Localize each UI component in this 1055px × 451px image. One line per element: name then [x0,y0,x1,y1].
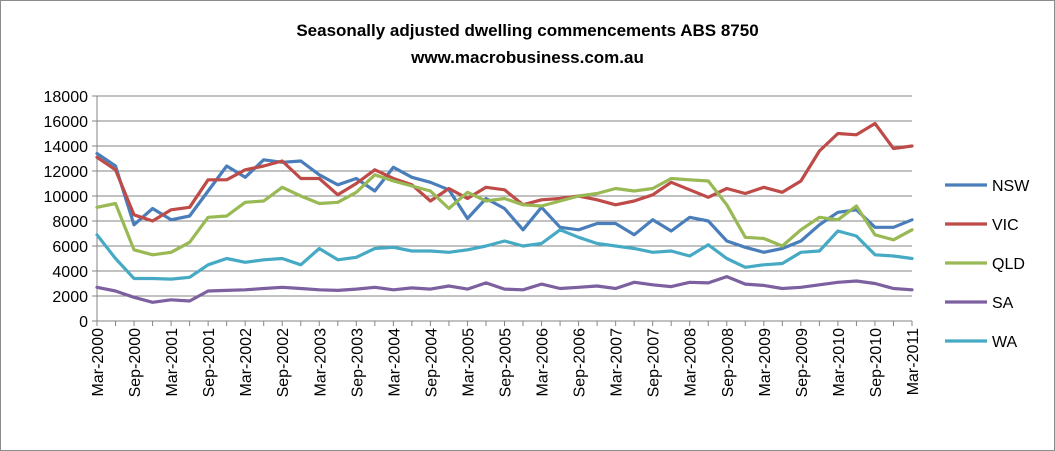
x-tick-label: Sep-2006 [572,328,589,397]
x-tick-label: Mar-2011 [905,328,922,395]
series-line-wa [95,228,914,281]
x-tick-label: Mar-2007 [609,328,626,397]
x-tick-label: Sep-2000 [127,328,144,397]
legend-label: QLD [992,256,1025,273]
y-tick-label: 6000 [52,239,88,256]
x-tick-label: Mar-2005 [460,328,477,397]
x-tick-label: Sep-2003 [349,328,366,397]
x-tick-label: Mar-2000 [90,328,107,397]
y-tick-label: 8000 [52,214,88,231]
legend-label: NSW [992,178,1030,195]
y-tick-label: 18000 [44,89,89,106]
legend-label: SA [992,295,1014,312]
y-tick-label: 4000 [52,264,88,281]
y-tick-label: 12000 [44,164,89,181]
series-line-nsw [95,151,914,254]
y-tick-label: 2000 [52,289,88,306]
x-tick-label: Sep-2005 [498,328,515,397]
x-tick-label: Sep-2007 [646,328,663,397]
x-tick-label: Sep-2010 [868,328,885,397]
series-lines [95,121,914,304]
x-tick-label: Mar-2002 [238,328,255,397]
x-tick-label: Mar-2001 [164,328,181,397]
legend: NSW VIC QLD SA WA [945,178,1030,351]
x-tick-label: Mar-2009 [757,328,774,397]
y-tick-label: 14000 [44,139,89,156]
x-tick-label: Sep-2008 [720,328,737,397]
y-tick-label: 0 [79,314,88,331]
chart-title: Seasonally adjusted dwelling commencemen… [296,21,759,40]
legend-label: VIC [992,217,1019,234]
x-tick-label: Sep-2001 [201,328,218,397]
x-tick-label: Mar-2010 [831,328,848,397]
x-tick-label: Mar-2006 [535,328,552,397]
x-tick-label: Mar-2008 [683,328,700,397]
x-tick-label: Sep-2002 [275,328,292,397]
x-tick-label: Mar-2004 [386,328,403,397]
series-line-qld [95,173,914,257]
x-axis: Mar-2000 Sep-2000 Mar-2001 Sep-2001 Mar-2002… [90,320,922,397]
y-tick-label: 16000 [44,114,89,131]
legend-label: WA [992,334,1018,351]
y-axis: 0 2000 4000 6000 8000 10000 12000 14000 16000 180… [44,89,98,331]
series-line-sa [95,275,914,304]
series-line-vic [95,121,914,223]
chart-subtitle: www.macrobusiness.com.au [411,48,644,67]
x-tick-label: Sep-2009 [794,328,811,397]
x-tick-label: Mar-2003 [312,328,329,397]
y-tick-label: 10000 [44,189,89,206]
x-tick-label: Sep-2004 [423,328,440,397]
